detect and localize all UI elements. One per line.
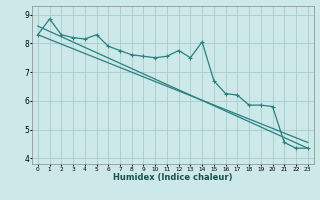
X-axis label: Humidex (Indice chaleur): Humidex (Indice chaleur) — [113, 173, 233, 182]
